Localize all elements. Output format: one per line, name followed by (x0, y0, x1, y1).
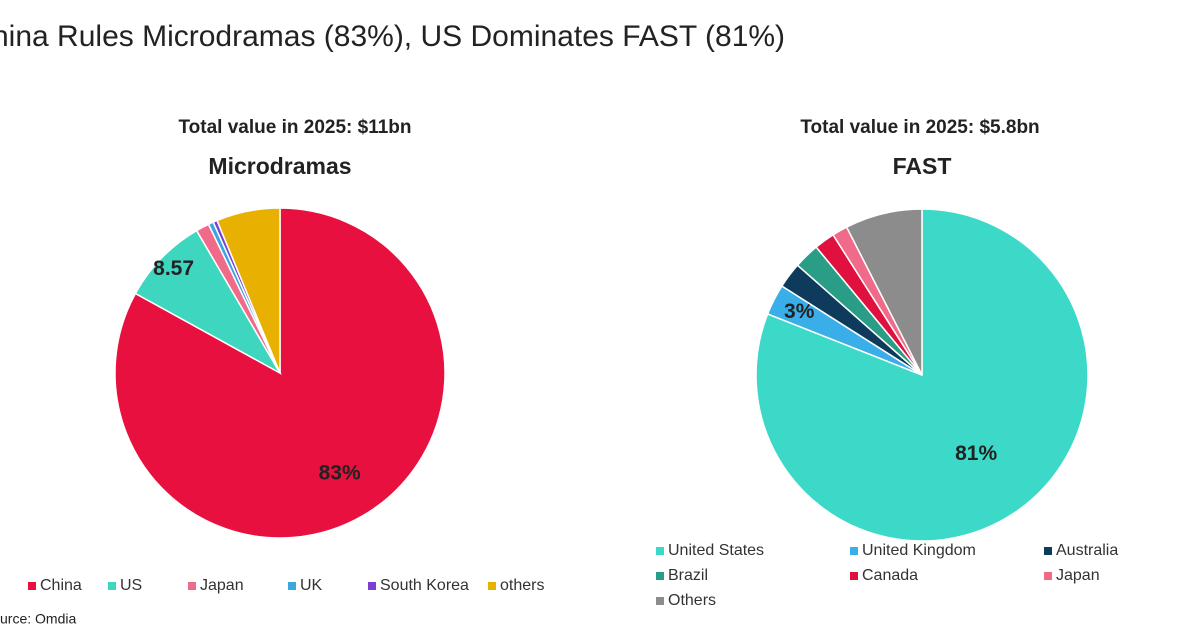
legend-swatch (188, 582, 196, 590)
legend-label: South Korea (380, 577, 469, 594)
legend-swatch (656, 547, 664, 555)
legend-label: Others (668, 592, 716, 609)
legend-swatch (1044, 547, 1052, 555)
legend-swatch (656, 572, 664, 580)
legend-swatch (108, 582, 116, 590)
legend-label: Japan (1056, 567, 1100, 584)
pie-slice (845, 208, 923, 376)
data-label: 8.57 (153, 257, 194, 280)
legend-label: others (500, 577, 544, 594)
data-label: 3% (784, 300, 815, 323)
data-label: 83% (319, 461, 361, 484)
legend-swatch (850, 572, 858, 580)
pie-slice (216, 207, 281, 374)
legend-label: UK (300, 577, 323, 594)
legend-label: United States (668, 542, 764, 559)
legend-swatch (488, 582, 496, 590)
chart-title: Microdramas (208, 153, 351, 179)
chart-title: FAST (893, 153, 952, 179)
page-title: hina Rules Microdramas (83%), US Dominat… (0, 20, 785, 53)
data-label: 81% (955, 442, 997, 465)
legend-swatch (656, 597, 664, 605)
legend-label: United Kingdom (862, 542, 976, 559)
legend-swatch (368, 582, 376, 590)
chart-subtitle: Total value in 2025: $5.8bn (800, 117, 1039, 138)
legend-label: Brazil (668, 567, 708, 584)
legend-label: US (120, 577, 142, 594)
legend-swatch (288, 582, 296, 590)
legend-label: Canada (862, 567, 918, 584)
pie-slice (755, 208, 1089, 542)
legend-swatch (850, 547, 858, 555)
pie-slice (134, 229, 283, 375)
legend-label: Japan (200, 577, 244, 594)
legend-label: China (40, 577, 82, 594)
legend-swatch (28, 582, 36, 590)
source: urce: Omdia (0, 611, 76, 627)
chart-subtitle: Total value in 2025: $11bn (178, 117, 411, 138)
legend-label: Australia (1056, 542, 1118, 559)
legend-swatch (1044, 572, 1052, 580)
